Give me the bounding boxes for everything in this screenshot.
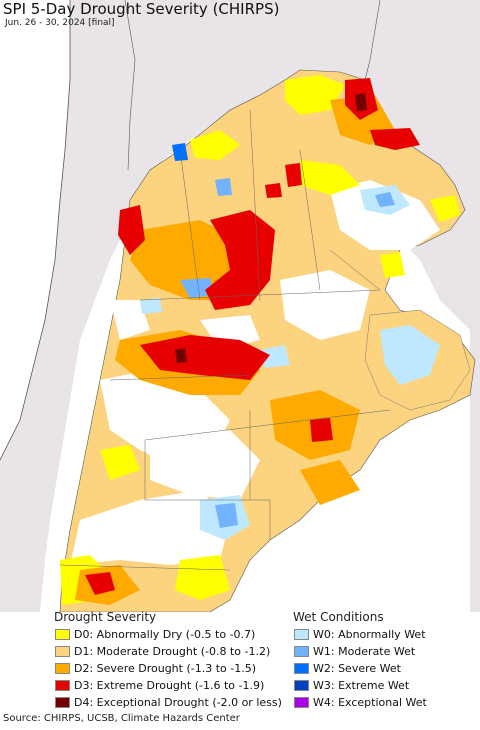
wet-legend-swatch	[294, 645, 309, 657]
wet-legend-item: W1: Moderate Wet	[294, 644, 415, 658]
wet-legend-label: W0: Abnormally Wet	[313, 627, 426, 641]
wet-legend-swatch	[294, 679, 309, 691]
drought-legend-swatch	[55, 628, 70, 640]
wet-legend-swatch	[294, 696, 309, 708]
drought-legend-item: D2: Severe Drought (-1.3 to -1.5)	[55, 661, 256, 675]
wet-legend-swatch	[294, 662, 309, 674]
drought-legend-swatch	[55, 679, 70, 691]
map-subtitle: Jun. 26 - 30, 2024 [final]	[5, 18, 115, 28]
source-note: Source: CHIRPS, UCSB, Climate Hazards Ce…	[3, 713, 240, 724]
drought-legend-item: D3: Extreme Drought (-1.6 to -1.9)	[55, 678, 264, 692]
wet-legend-label: W3: Extreme Wet	[313, 678, 410, 692]
drought-legend-item: D4: Exceptional Drought (-2.0 or less)	[55, 695, 282, 709]
wet-legend-item: W4: Exceptional Wet	[294, 695, 427, 709]
wet-legend-item: W2: Severe Wet	[294, 661, 401, 675]
wet-legend-label: W1: Moderate Wet	[313, 644, 416, 658]
wet-legend-label: W4: Exceptional Wet	[313, 695, 427, 709]
drought-map	[0, 0, 480, 612]
wet-legend-title: Wet Conditions	[293, 610, 384, 624]
drought-legend-label: D1: Moderate Drought (-0.8 to -1.2)	[74, 644, 271, 658]
drought-legend-label: D0: Abnormally Dry (-0.5 to -0.7)	[74, 627, 256, 641]
drought-legend-label: D2: Severe Drought (-1.3 to -1.5)	[74, 661, 257, 675]
map-title: SPI 5-Day Drought Severity (CHIRPS)	[3, 0, 280, 18]
wet-legend-item: W0: Abnormally Wet	[294, 627, 426, 641]
drought-legend-label: D3: Extreme Drought (-1.6 to -1.9)	[74, 678, 265, 692]
wet-legend-label: W2: Severe Wet	[313, 661, 401, 675]
wet-legend-item: W3: Extreme Wet	[294, 678, 409, 692]
drought-legend-swatch	[55, 696, 70, 708]
drought-legend-item: D1: Moderate Drought (-0.8 to -1.2)	[55, 644, 270, 658]
drought-legend-item: D0: Abnormally Dry (-0.5 to -0.7)	[55, 627, 255, 641]
wet-legend-swatch	[294, 628, 309, 640]
drought-legend-label: D4: Exceptional Drought (-2.0 or less)	[74, 695, 282, 709]
drought-legend-title: Drought Severity	[54, 610, 157, 624]
drought-legend-swatch	[55, 662, 70, 674]
drought-legend-swatch	[55, 645, 70, 657]
